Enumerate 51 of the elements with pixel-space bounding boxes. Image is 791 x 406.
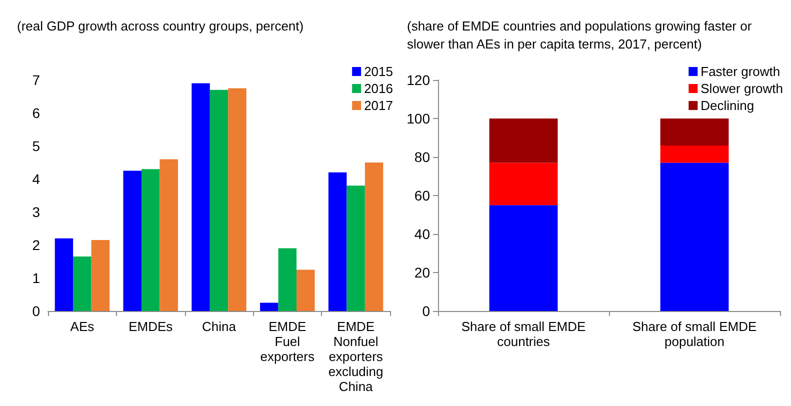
x-tick-label: AEs xyxy=(70,319,95,334)
legend-label: Declining xyxy=(700,98,754,113)
legend-label: Slower growth xyxy=(700,81,784,96)
x-tick-label: China xyxy=(202,319,237,334)
bar xyxy=(296,270,315,311)
y-tick-label: 0 xyxy=(32,303,40,319)
y-tick-label: 3 xyxy=(32,204,40,220)
y-tick-label: 4 xyxy=(32,171,40,187)
legend-label: 2017 xyxy=(364,98,393,113)
y-tick-label: 20 xyxy=(414,264,430,280)
bar xyxy=(278,248,297,311)
x-tick-label: EMDE Nonfuel exporters excluding China xyxy=(328,319,384,394)
bar xyxy=(660,162,729,311)
x-tick-label: EMDE Fuel exporters xyxy=(260,319,315,364)
bar xyxy=(346,186,365,311)
y-tick-label: 7 xyxy=(32,72,40,88)
y-tick-label: 80 xyxy=(414,149,430,165)
bar xyxy=(54,238,74,311)
bar xyxy=(364,162,384,311)
x-tick-label: Share of small EMDE population xyxy=(632,319,757,349)
y-tick-label: 40 xyxy=(414,226,430,242)
bar xyxy=(73,256,92,311)
bar xyxy=(489,205,558,311)
y-tick-label: 100 xyxy=(406,110,430,126)
bar xyxy=(141,169,160,311)
y-tick-label: 60 xyxy=(414,188,430,204)
bar xyxy=(328,172,347,311)
bar xyxy=(192,83,210,311)
y-tick-label: 120 xyxy=(406,72,430,88)
y-tick-label: 5 xyxy=(32,138,40,154)
chart-title: (real GDP growth across country groups, percent) xyxy=(17,18,304,34)
bar xyxy=(91,240,110,311)
y-tick-label: 1 xyxy=(32,270,40,286)
x-tick-label: Share of small EMDE countries xyxy=(461,319,586,349)
legend-label: Faster growth xyxy=(700,64,780,79)
bar xyxy=(210,90,228,311)
bar xyxy=(489,118,558,163)
bar xyxy=(228,88,246,311)
bar xyxy=(260,302,278,311)
y-tick-label: 2 xyxy=(32,237,40,253)
bar xyxy=(123,170,142,311)
bar xyxy=(660,118,729,146)
bar xyxy=(160,159,178,311)
x-tick-label: EMDEs xyxy=(128,319,174,334)
bar xyxy=(660,145,729,163)
bar xyxy=(489,162,558,206)
chart-title: (share of EMDE countries and populations growing faster or slower than AEs in per capita terms, 2017, percent) xyxy=(407,18,756,52)
y-tick-label: 0 xyxy=(422,303,430,319)
y-tick-label: 6 xyxy=(32,105,40,121)
legend-label: 2016 xyxy=(364,81,393,96)
legend-label: 2015 xyxy=(364,64,393,79)
